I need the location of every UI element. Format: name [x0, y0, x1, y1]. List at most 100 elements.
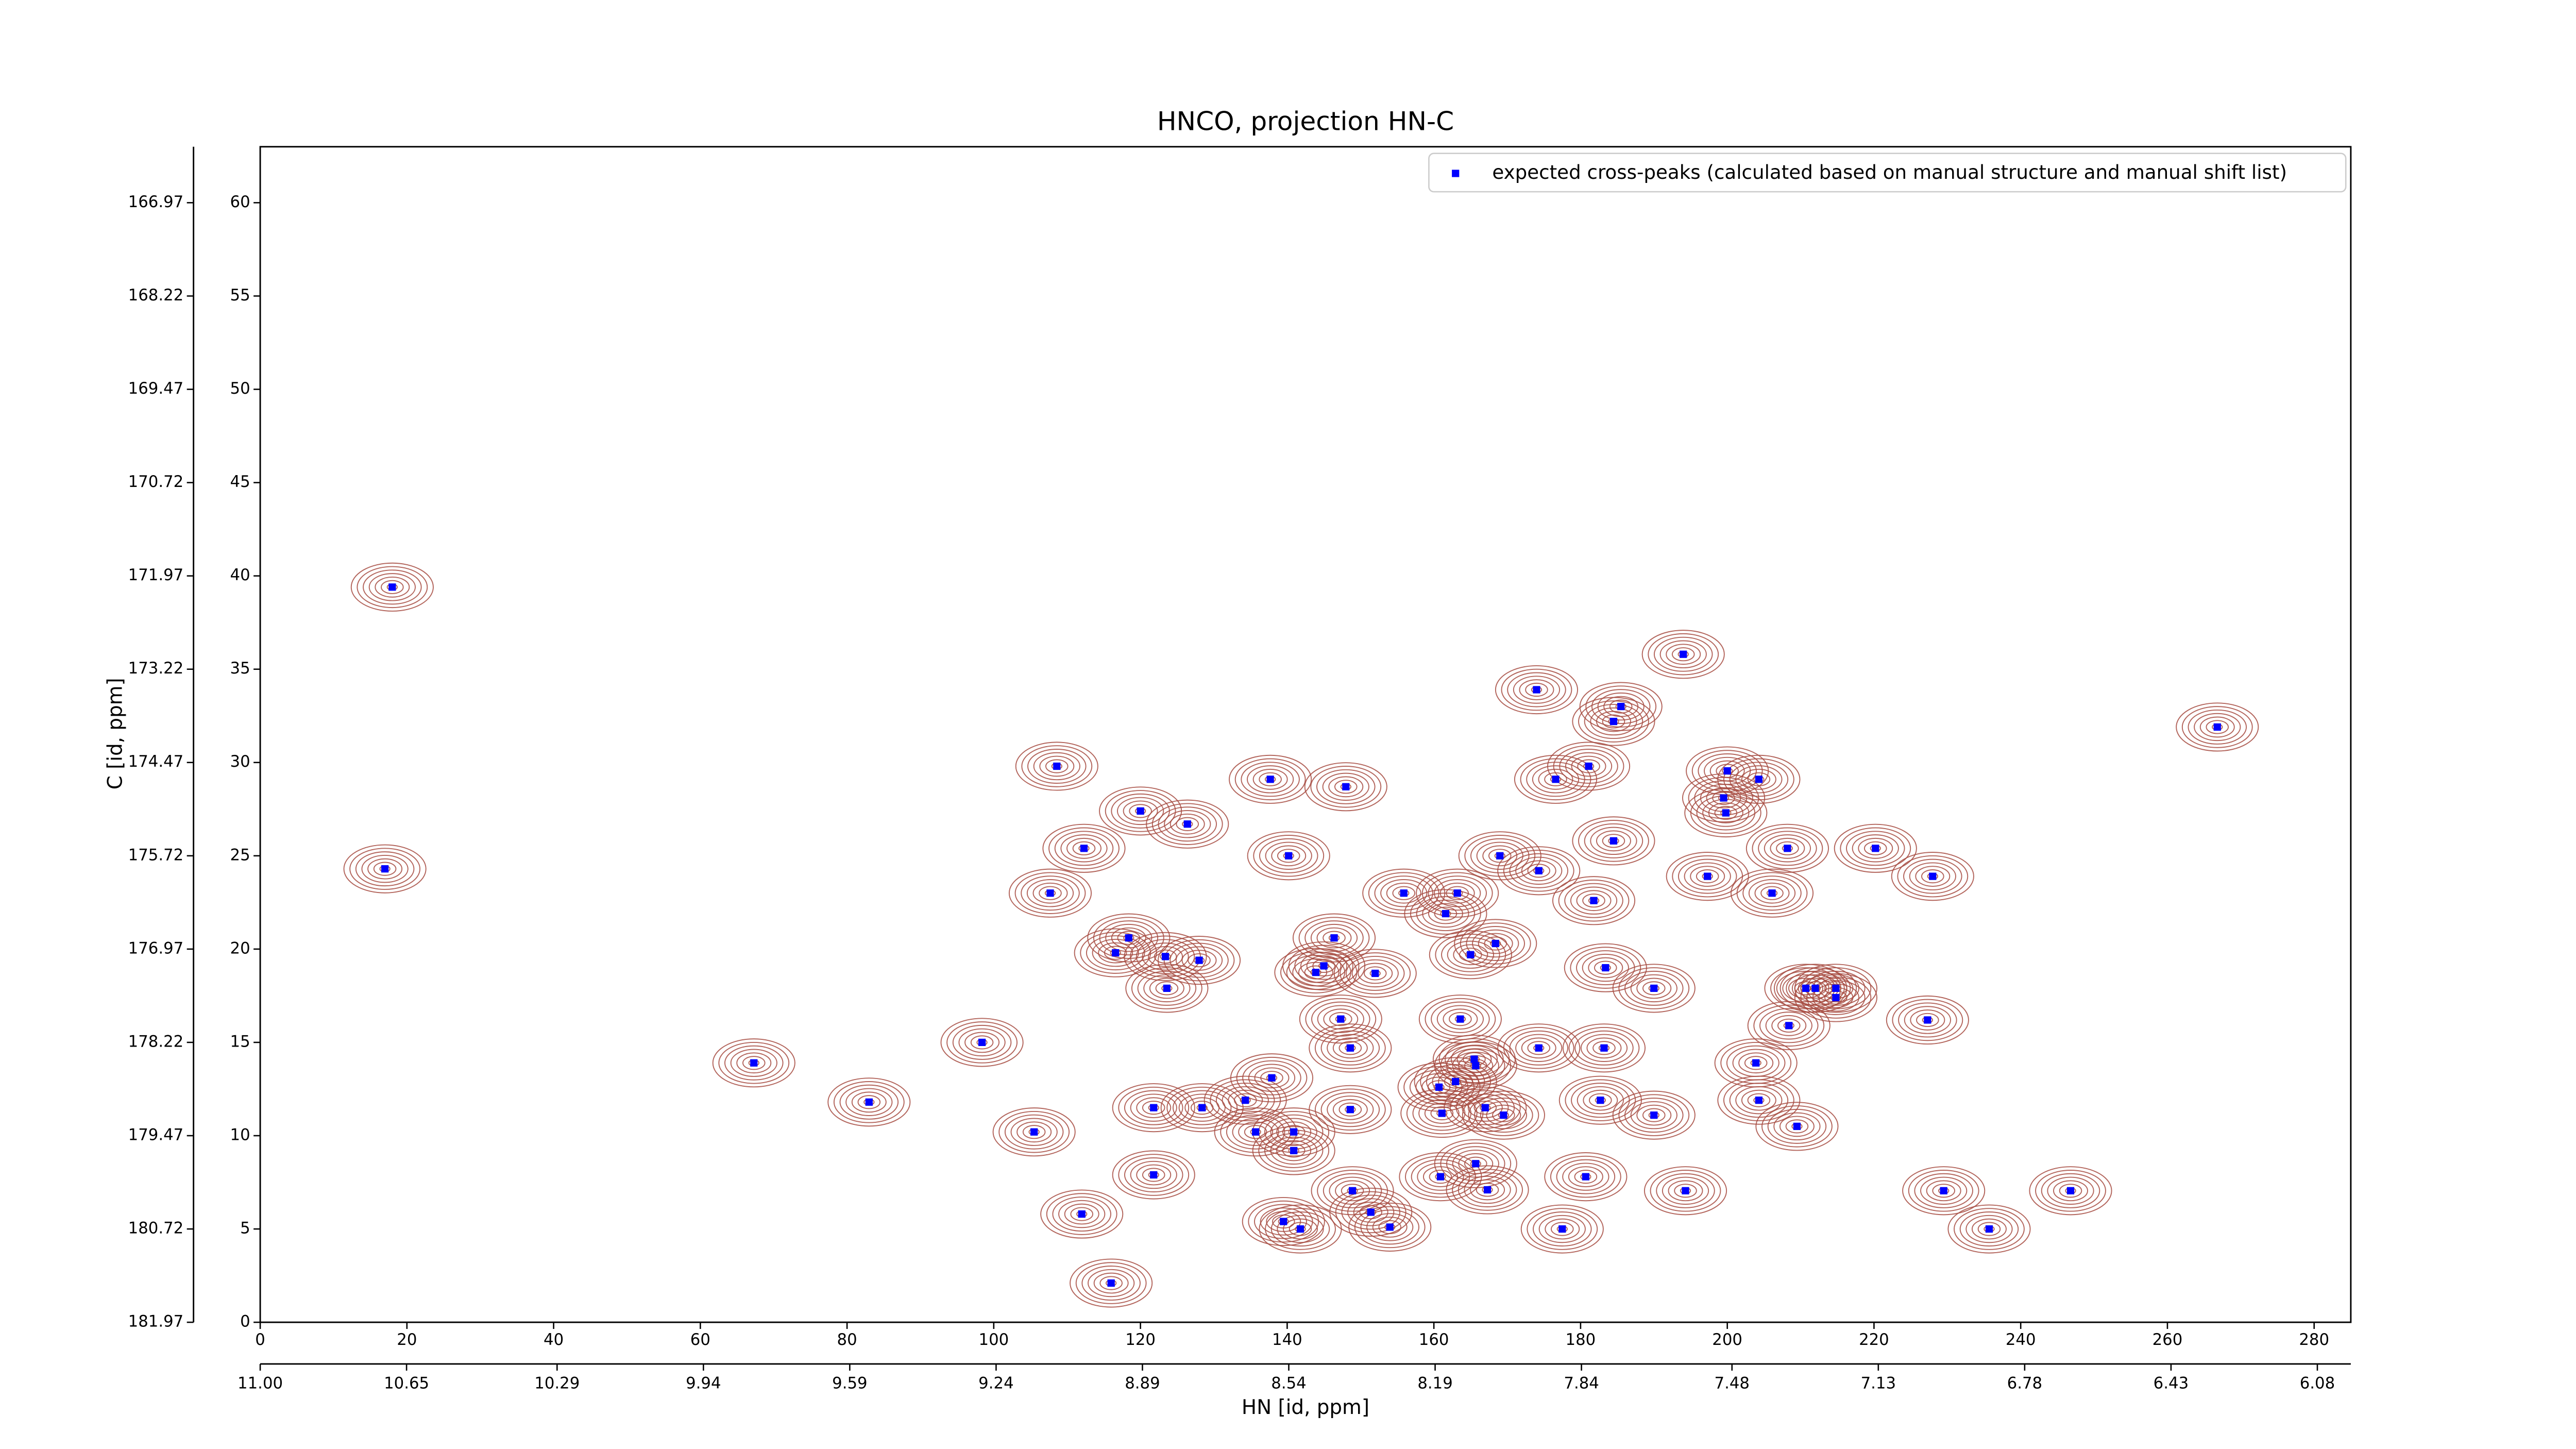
contour-level: [1594, 961, 1617, 975]
contour-level: [1636, 978, 1672, 999]
y-axis-label: C [id, ppm]: [104, 678, 127, 789]
contour-level: [1559, 748, 1618, 784]
contour-level: [350, 562, 434, 612]
x2-tick-label: 6.43: [2154, 1374, 2189, 1392]
contour-level: [712, 1038, 795, 1088]
cross-peak: [1342, 783, 1350, 790]
cross-peak: [1280, 1218, 1287, 1225]
peak-contour: [1333, 949, 1417, 998]
contour-level: [355, 851, 415, 887]
contour-level: [1891, 852, 1974, 901]
y2-tick-label: 181.97: [128, 1312, 184, 1331]
contour-level: [1277, 849, 1300, 863]
contour-level: [1366, 1213, 1414, 1241]
peak-contour: [1309, 1085, 1392, 1134]
contour-level: [1684, 862, 1731, 890]
peak-contour: [1891, 852, 1974, 901]
contour-level: [1310, 923, 1358, 952]
contour-level: [1320, 1030, 1380, 1066]
x-tick-label: 0: [255, 1330, 265, 1349]
cross-peak: [1755, 776, 1763, 783]
contour-level: [1476, 1183, 1499, 1197]
cross-peak: [1337, 1015, 1345, 1023]
cross-peak: [1755, 1097, 1763, 1104]
contour-level: [2181, 706, 2253, 748]
contour-level: [1947, 1204, 2031, 1254]
contour-level: [1252, 1126, 1335, 1175]
contour-level: [1311, 1166, 1394, 1216]
contour-level: [845, 1088, 893, 1116]
contour-level: [1574, 1030, 1634, 1066]
contour-level: [1513, 676, 1561, 704]
cross-peak: [1320, 962, 1328, 970]
contour-level: [1282, 1143, 1306, 1158]
contour-level: [1738, 1052, 1774, 1074]
contour-level: [1602, 834, 1625, 848]
cross-peak: [1150, 1171, 1158, 1179]
contour-level: [992, 1107, 1076, 1157]
cross-peak: [1125, 934, 1132, 942]
contour-level: [1717, 754, 1801, 804]
cross-peak: [1312, 968, 1320, 976]
contour-level: [1021, 745, 1093, 787]
contour-level: [1046, 1193, 1117, 1235]
contour-level: [1583, 1089, 1618, 1111]
contour-level: [1129, 804, 1152, 818]
plot-frame: [259, 146, 2352, 1323]
contour-level: [1282, 1125, 1306, 1139]
contour-level: [730, 1049, 777, 1077]
peak-contour: [350, 562, 434, 612]
cross-peak: [1150, 1104, 1158, 1111]
legend: expected cross-peaks (calculated based o…: [1428, 153, 2347, 193]
contour-level: [1674, 1184, 1697, 1198]
contour-level: [1404, 889, 1487, 938]
contour-level: [375, 576, 410, 598]
contour-level: [724, 1045, 784, 1081]
contour-level: [1242, 1197, 1325, 1246]
contour-level: [1677, 858, 1737, 894]
contour-level: [1292, 913, 1376, 963]
cross-peak: [1768, 889, 1776, 897]
contour-level: [1533, 1211, 1592, 1246]
contour-level: [1806, 980, 1866, 1015]
contour-level: [1527, 1041, 1551, 1055]
contour-level: [1241, 762, 1300, 797]
peak-contour: [1157, 936, 1241, 985]
contour-level: [1519, 679, 1554, 700]
peak-contour: [1454, 919, 1537, 968]
contour-level: [1277, 1215, 1324, 1243]
peak-contour: [2029, 1166, 2112, 1216]
contour-level: [1341, 1194, 1400, 1230]
contour-level: [1921, 869, 1944, 884]
contour-level: [1709, 760, 1745, 782]
cross-peak: [1242, 1097, 1249, 1104]
contour-level: [1476, 841, 1523, 870]
contour-level: [1453, 944, 1488, 966]
contour-level: [1578, 700, 1649, 743]
x-tick-label: 120: [1125, 1330, 1156, 1349]
contour-level: [1439, 882, 1475, 904]
contour-level: [1458, 831, 1541, 881]
y2-tick-label: 171.97: [128, 566, 184, 584]
contour-level: [964, 1032, 1000, 1053]
cross-peak: [2213, 723, 2221, 731]
contour-level: [1042, 823, 1126, 873]
cross-peak: [1266, 776, 1274, 783]
contour-level: [1118, 1086, 1190, 1129]
cross-peak: [1442, 909, 1450, 918]
y2-tick-label: 168.22: [128, 286, 184, 305]
contour-level: [1338, 1041, 1362, 1055]
contour-level: [1429, 1170, 1452, 1184]
contour-level: [1299, 995, 1382, 1044]
contour-level: [1016, 1121, 1052, 1143]
contour-level: [1181, 950, 1217, 971]
peak-contour: [1579, 682, 1663, 731]
contour-level: [1588, 957, 1623, 979]
peak-contour: [1416, 868, 1499, 918]
contour-level: [1690, 791, 1761, 834]
contour-level: [1066, 837, 1101, 859]
contour-level: [1309, 1085, 1392, 1134]
contour-level: [1015, 742, 1098, 791]
contour-level: [1653, 636, 1713, 672]
